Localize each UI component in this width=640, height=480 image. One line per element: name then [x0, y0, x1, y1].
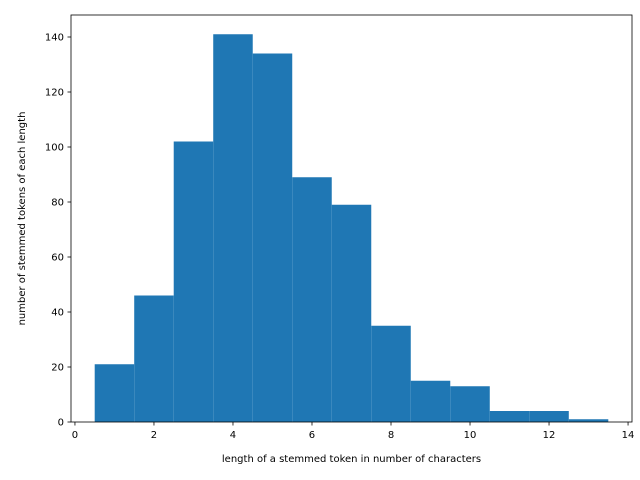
histogram-bar-3 [173, 141, 214, 422]
x-tick-label: 14 [622, 430, 635, 441]
x-axis-label: length of a stemmed token in number of c… [222, 454, 481, 465]
histogram-bar-1 [94, 364, 135, 422]
x-axis-ticks: 0 2 4 6 8 10 12 14 [72, 422, 635, 441]
histogram-bar-13 [568, 419, 609, 422]
histogram-bar-12 [529, 411, 569, 422]
y-tick-label: 80 [51, 198, 64, 209]
x-tick-label: 0 [72, 430, 78, 441]
y-tick-label: 60 [51, 253, 64, 264]
x-tick-label: 4 [230, 430, 236, 441]
histogram-bar-5 [252, 53, 293, 422]
bars-group [94, 34, 609, 422]
x-tick-label: 6 [309, 430, 315, 441]
histogram-bar-11 [489, 411, 530, 422]
histogram-bar-6 [292, 177, 332, 422]
histogram-bar-4 [213, 34, 253, 422]
y-tick-label: 100 [45, 143, 64, 154]
x-tick-label: 2 [151, 430, 157, 441]
x-tick-label: 10 [464, 430, 477, 441]
y-tick-label: 140 [45, 33, 64, 44]
histogram-bar-2 [134, 295, 174, 422]
y-tick-label: 120 [45, 88, 64, 99]
x-tick-label: 8 [388, 430, 394, 441]
y-axis-ticks: 0 20 40 60 80 100 120 140 [45, 33, 71, 429]
y-tick-label: 40 [51, 308, 64, 319]
histogram-bar-7 [331, 204, 372, 422]
histogram-bar-10 [450, 386, 490, 422]
y-axis-label: number of stemmed tokens of each length [17, 112, 28, 326]
plot-frame [70, 14, 633, 423]
histogram-bar-9 [410, 380, 451, 422]
y-tick-label: 20 [51, 363, 64, 374]
y-tick-label: 0 [58, 418, 64, 429]
histogram-bar-8 [371, 325, 411, 422]
x-tick-label: 12 [543, 430, 556, 441]
